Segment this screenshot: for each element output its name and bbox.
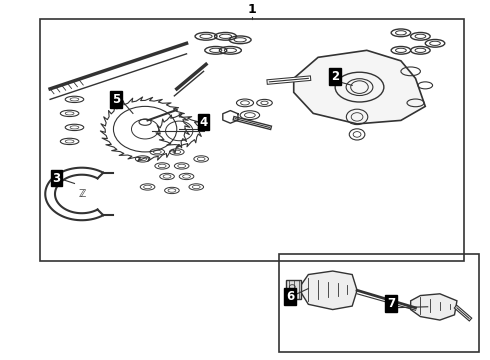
Polygon shape xyxy=(411,294,457,320)
Text: 6: 6 xyxy=(286,290,294,303)
Text: 3: 3 xyxy=(52,172,60,185)
Text: ℤ: ℤ xyxy=(78,189,85,199)
Polygon shape xyxy=(287,280,301,299)
Text: 4: 4 xyxy=(199,116,208,129)
Polygon shape xyxy=(294,50,425,124)
Polygon shape xyxy=(298,271,357,310)
Text: 5: 5 xyxy=(112,93,120,106)
Text: 1: 1 xyxy=(248,3,257,16)
Text: 2: 2 xyxy=(331,70,339,83)
Text: 7: 7 xyxy=(387,297,395,310)
